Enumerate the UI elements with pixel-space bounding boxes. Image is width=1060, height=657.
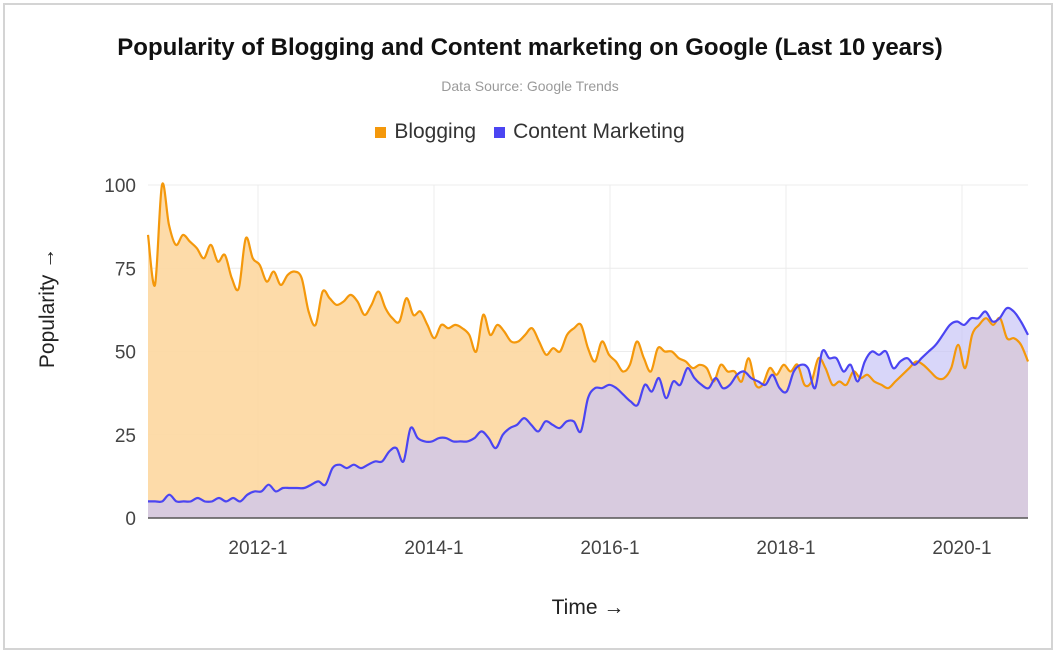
legend-label-blogging: Blogging <box>394 120 477 143</box>
line-blogging <box>146 182 1030 390</box>
legend-label-content-marketing: Content Marketing <box>513 120 685 143</box>
y-axis-ticks: 0 25 50 75 100 <box>104 176 136 530</box>
series-lines <box>146 182 1030 503</box>
y-tick-label: 25 <box>115 426 136 447</box>
legend-swatch-content-marketing <box>494 126 506 138</box>
y-tick-label: 75 <box>115 259 136 280</box>
chart-title: Popularity of Blogging and Content marke… <box>117 34 943 61</box>
x-axis-label: Time → <box>551 596 625 619</box>
y-tick-label: 50 <box>115 343 136 364</box>
y-axis-label: Popularity → <box>36 247 59 369</box>
x-tick-label: 2014-1 <box>404 538 463 559</box>
x-axis-ticks: 2012-1 2014-1 2016-1 2018-1 2020-1 <box>228 538 991 559</box>
x-tick-label: 2018-1 <box>756 538 815 559</box>
legend: Blogging Content Marketing <box>0 120 1060 144</box>
legend-item-content-marketing[interactable]: Content Marketing <box>494 120 685 144</box>
x-tick-label: 2016-1 <box>580 538 639 559</box>
y-tick-label: 0 <box>125 509 136 530</box>
legend-swatch-blogging <box>375 126 387 138</box>
chart-subtitle: Data Source: Google Trends <box>441 78 619 94</box>
line-content-marketing <box>148 306 1029 503</box>
x-tick-label: 2020-1 <box>932 538 991 559</box>
legend-item-blogging[interactable]: Blogging <box>375 120 476 144</box>
y-tick-label: 100 <box>104 176 136 197</box>
x-tick-label: 2012-1 <box>228 538 287 559</box>
